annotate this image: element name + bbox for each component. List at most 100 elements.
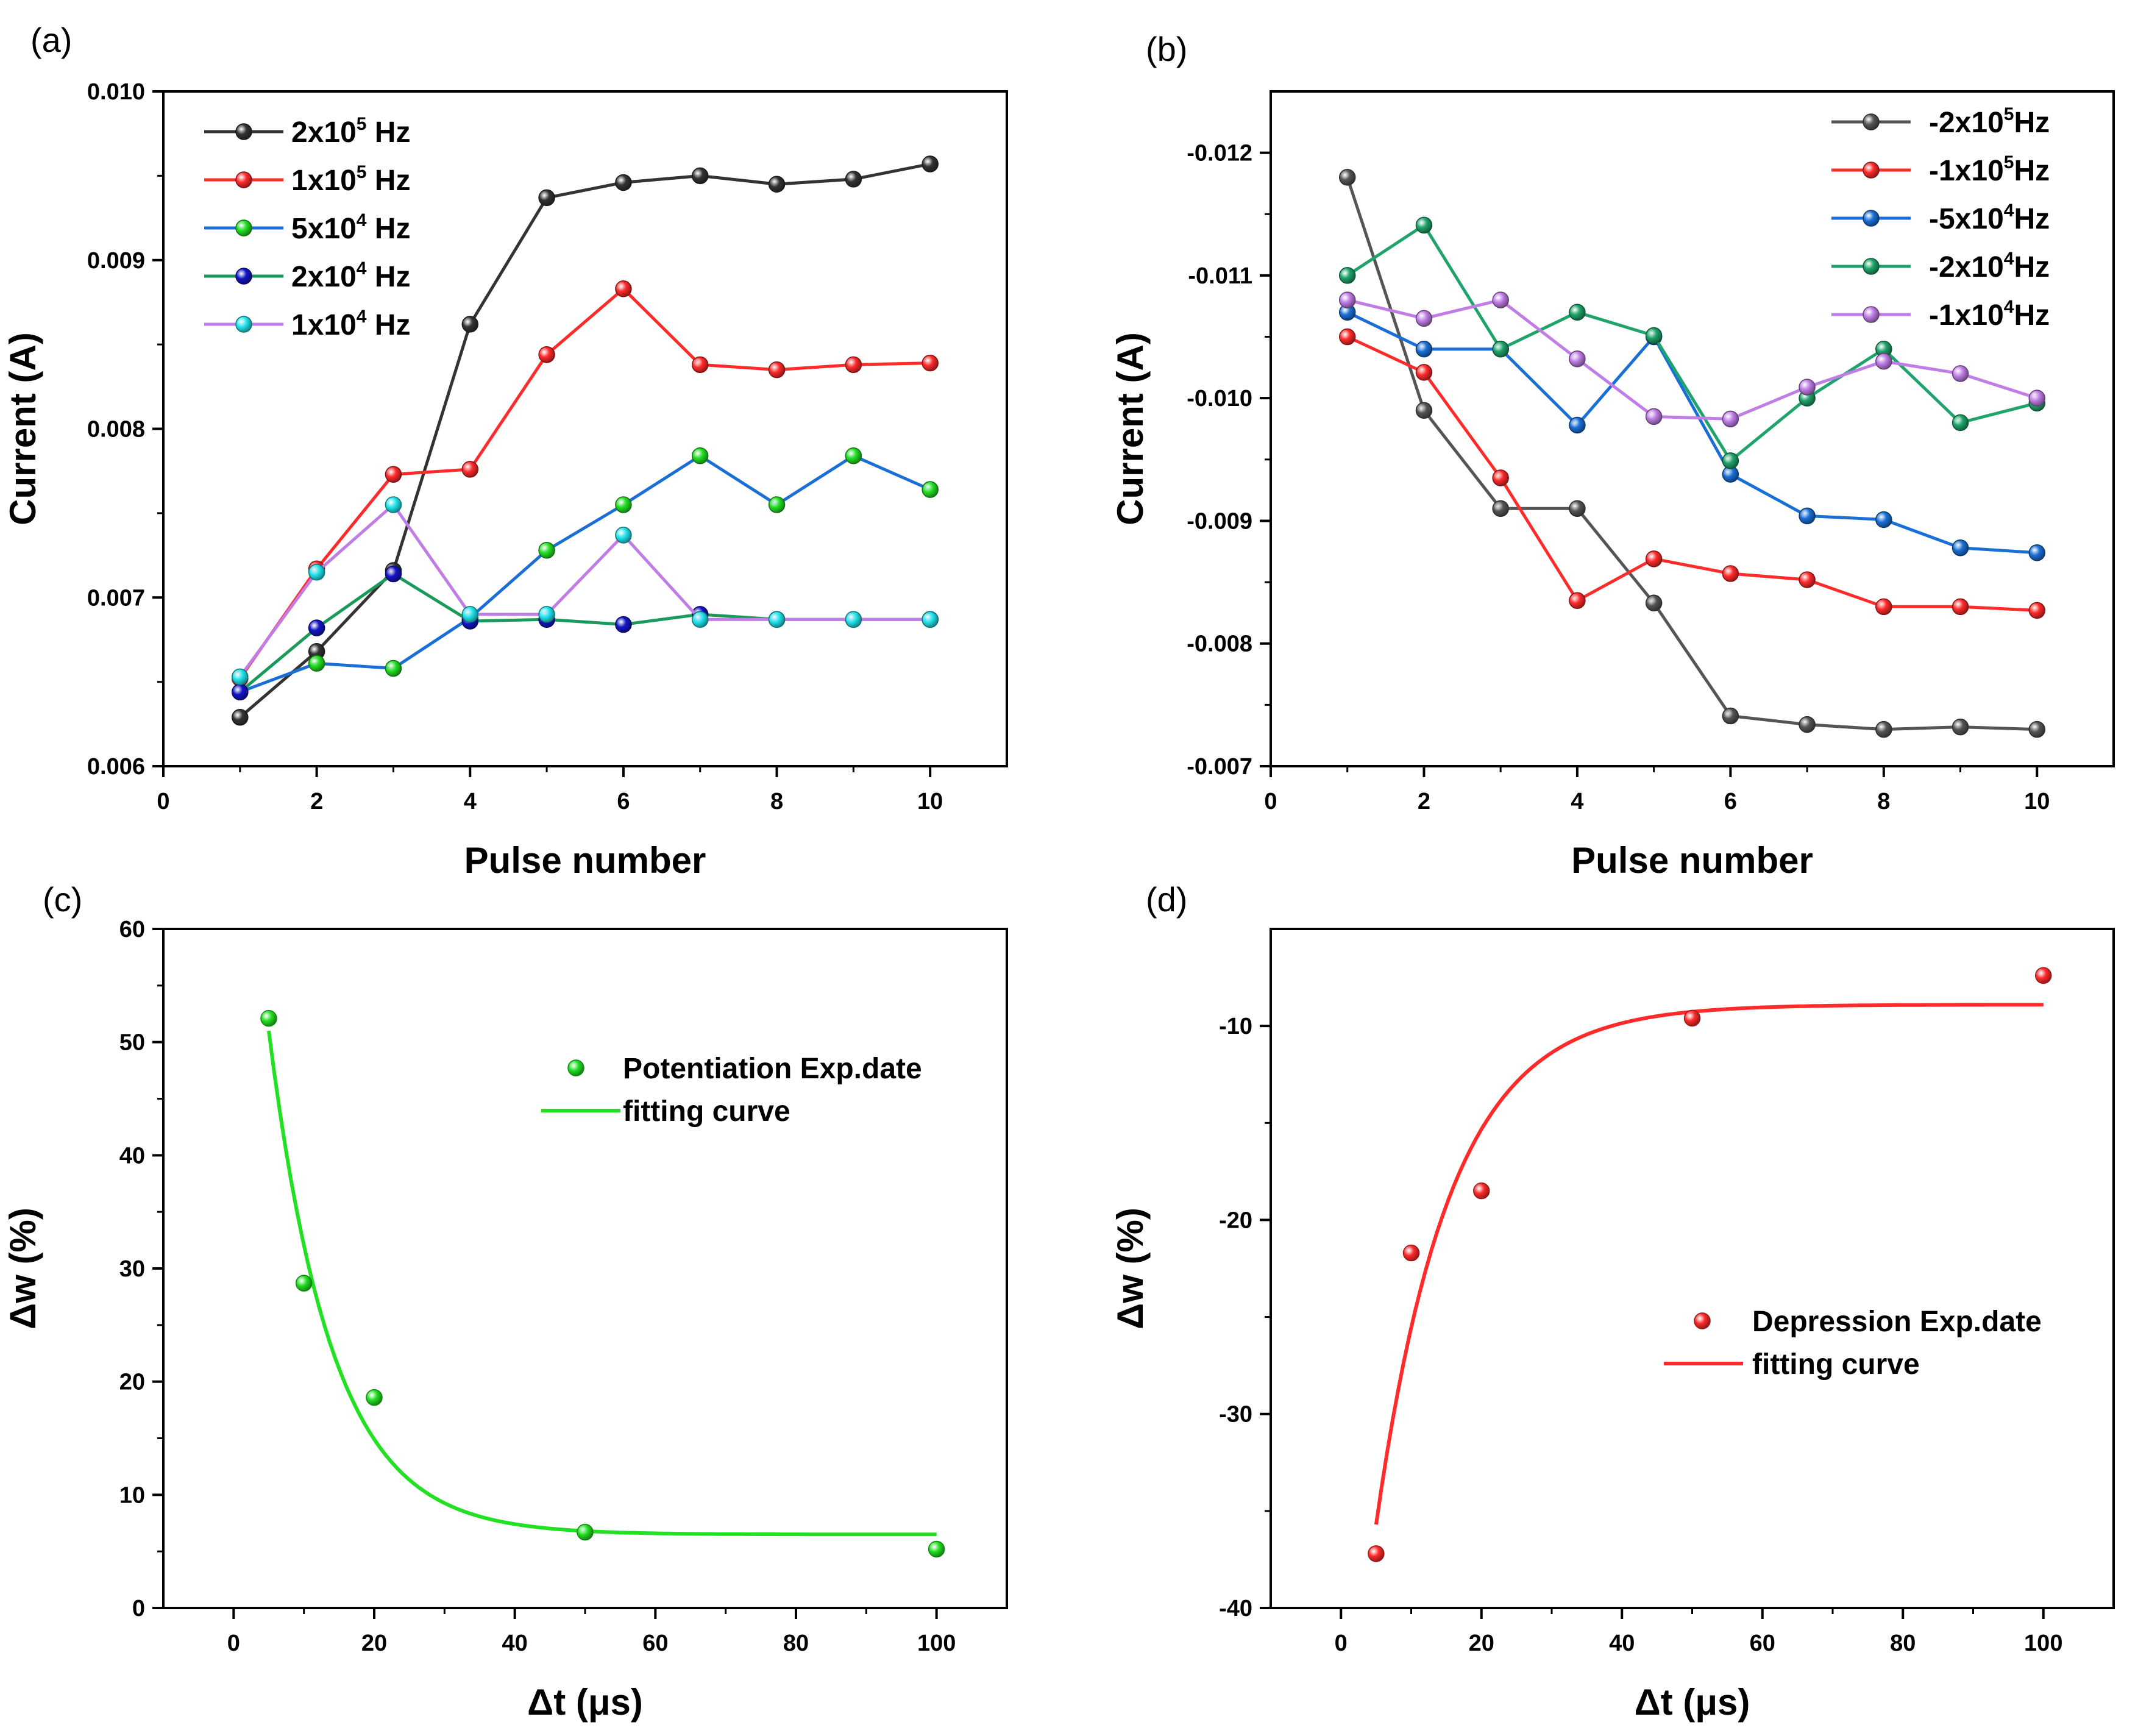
- y-tick-label: 0.009: [87, 248, 145, 274]
- legend-label-exponent: 4: [357, 307, 367, 327]
- legend-label: -1x105Hz: [1929, 152, 2050, 187]
- y-tick-label: 20: [119, 1370, 145, 1395]
- legend-entry-points: Depression Exp.date: [1694, 1306, 2042, 1338]
- legend-label: 2x105 Hz: [291, 114, 410, 149]
- data-point: [1368, 1545, 1385, 1562]
- legend-label: -1x104Hz: [1929, 297, 2050, 332]
- x-tick-label: 80: [1890, 1631, 1916, 1656]
- legend-entry-fit: fitting curve: [541, 1095, 790, 1128]
- data-point: [1722, 707, 1739, 725]
- y-tick-label: 0.008: [87, 417, 145, 443]
- data-point: [615, 174, 632, 191]
- data-point: [845, 171, 862, 188]
- series-5: [1338, 291, 2046, 428]
- x-axis-title: Δt (μs): [1635, 1682, 1750, 1723]
- legend-marker: [1863, 162, 1880, 179]
- data-point: [2028, 544, 2046, 561]
- y-tick-label: -40: [1219, 1596, 1252, 1621]
- data-point: [1492, 500, 1509, 518]
- series-1: [1338, 169, 2046, 738]
- legend-entry: -5x104Hz: [1831, 201, 2050, 235]
- data-point: [768, 496, 786, 513]
- x-tick-label: 10: [917, 789, 943, 814]
- data-point: [385, 466, 402, 483]
- data-point: [385, 496, 402, 513]
- x-axis-title: Pulse number: [1571, 840, 1813, 881]
- y-tick-label: 10: [119, 1482, 145, 1508]
- x-tick-label: 0: [227, 1631, 240, 1656]
- data-point: [577, 1523, 594, 1541]
- legend-label-base: 2x10: [291, 261, 357, 293]
- legend-label: Potentiation Exp.date: [623, 1053, 922, 1085]
- legend-label-unit: Hz: [2014, 107, 2050, 139]
- y-tick-label: -0.009: [1187, 508, 1252, 534]
- data-point: [232, 683, 249, 700]
- legend-marker: [1694, 1312, 1711, 1329]
- legend-entry-points: Potentiation Exp.date: [567, 1053, 922, 1085]
- legend: Depression Exp.date fitting curve: [1664, 1306, 2042, 1381]
- legend-label-base: -2x10: [1929, 107, 2004, 139]
- legend-label-base: 2x10: [291, 116, 357, 149]
- data-point: [1799, 507, 1816, 525]
- data-point: [1569, 416, 1586, 434]
- data-point: [366, 1389, 383, 1406]
- legend-label: 5x104 Hz: [291, 210, 410, 245]
- legend-entry: -1x104Hz: [1831, 297, 2050, 332]
- data-point: [691, 356, 709, 374]
- data-point: [1569, 304, 1586, 321]
- data-point: [295, 1275, 313, 1292]
- legend-label-base: -1x10: [1929, 299, 2004, 332]
- legend-label-exponent: 4: [357, 258, 367, 279]
- legend-label: fitting curve: [623, 1095, 790, 1128]
- data-point: [1338, 169, 1356, 186]
- legend-label-exponent: 5: [2004, 152, 2014, 173]
- legend-marker: [235, 268, 252, 285]
- data-point: [1683, 1009, 1701, 1027]
- data-point: [1645, 594, 1663, 612]
- legend-label-base: -2x10: [1929, 251, 2004, 283]
- x-tick-label: 100: [2024, 1631, 2062, 1656]
- panel-label: (d): [1146, 880, 1187, 919]
- panel-a: (a) 0 2 4 6 8 10 0.006 0.007 0.008 0.009 0.010 Pulse…: [2, 21, 1008, 881]
- x-tick-label: 20: [1469, 1631, 1494, 1656]
- data-point: [1492, 291, 1509, 308]
- data-point: [1645, 408, 1663, 425]
- data-point: [1875, 353, 1892, 370]
- x-tick-label: 40: [502, 1631, 528, 1656]
- series-line: [1347, 298, 2038, 421]
- x-tick-label: 60: [1750, 1631, 1775, 1656]
- x-tick-label: 0: [1264, 789, 1277, 814]
- series-line: [1346, 335, 2037, 612]
- legend-marker: [235, 316, 252, 333]
- data-point: [615, 616, 632, 633]
- data-point: [1875, 720, 1892, 738]
- legend-label-exponent: 5: [357, 114, 367, 134]
- data-point: [922, 481, 939, 498]
- data-point: [308, 563, 325, 581]
- data-point: [922, 354, 939, 372]
- legend-label-base: 5x10: [291, 213, 357, 245]
- y-tick-label: 30: [119, 1256, 145, 1282]
- panel-label: (b): [1146, 30, 1187, 68]
- data-point: [1799, 571, 1816, 588]
- y-axis-title: Current (A): [2, 332, 43, 525]
- data-point: [1799, 716, 1816, 733]
- data-point: [1875, 511, 1892, 528]
- data-point: [1645, 550, 1663, 567]
- data-point: [928, 1540, 945, 1558]
- data-point: [615, 280, 632, 297]
- x-tick-label: 8: [1877, 789, 1890, 814]
- fit-curve: [267, 1030, 937, 1537]
- legend-label-exponent: 5: [2004, 104, 2014, 124]
- y-tick-label: -0.008: [1187, 631, 1252, 657]
- legend-label-base: -5x10: [1929, 203, 2004, 235]
- data-point: [1952, 598, 1969, 616]
- x-tick-label: 4: [464, 789, 477, 814]
- panel-label: (a): [30, 21, 72, 59]
- data-point: [615, 496, 632, 513]
- data-point: [1415, 216, 1433, 234]
- series-line: [1346, 223, 2037, 463]
- legend-entry: 2x105 Hz: [204, 114, 410, 149]
- y-tick-label: 0.006: [87, 754, 145, 780]
- data-point: [615, 527, 632, 544]
